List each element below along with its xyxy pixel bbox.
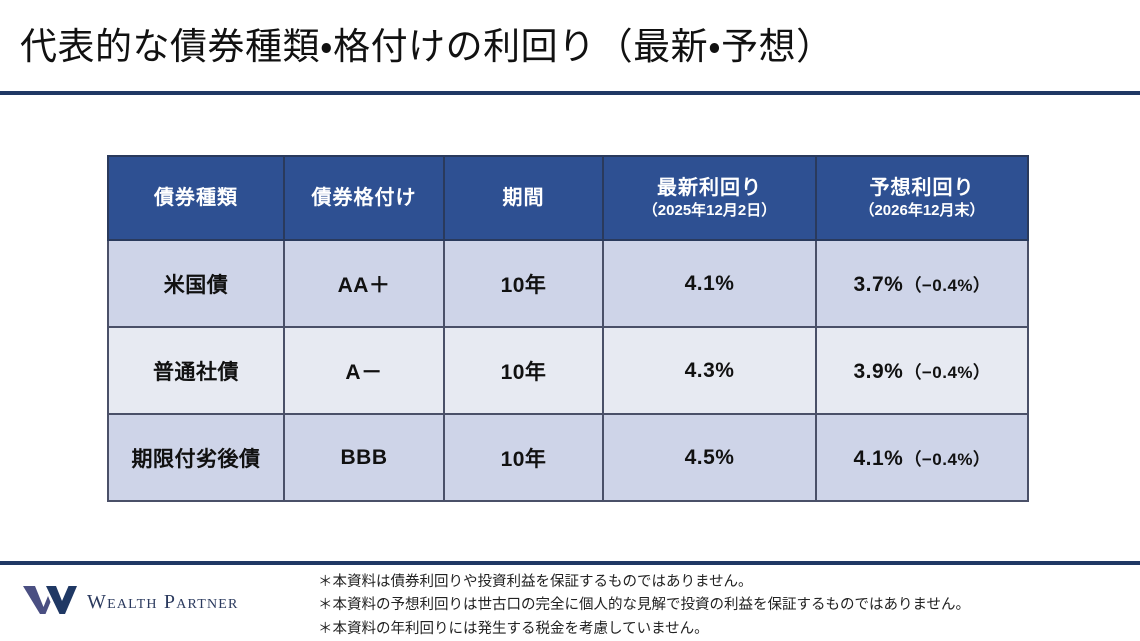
slide-footer: Wealth Partner ＊本資料は債券利回りや投資利益を保証するものではあ… — [0, 565, 1140, 641]
disclaimer-line: ＊本資料の年利回りには発生する税金を考慮していません。 — [318, 620, 709, 637]
cell-latest-yield: 4.5% — [602, 413, 817, 502]
page-title: 代表的な債券種類・格付けの利回り（最新・予想） — [20, 25, 834, 68]
forecast-yield-value: 3.7% — [853, 272, 904, 296]
cell-bond-type: 期限付劣後債 — [107, 413, 285, 502]
cell-forecast-yield: 3.7%（−0.4%） — [815, 239, 1029, 328]
cell-term: 10年 — [443, 239, 604, 328]
cell-rating: AA＋ — [283, 239, 445, 328]
cell-forecast-yield: 4.1%（−0.4%） — [815, 413, 1029, 502]
wealth-partner-w-icon — [22, 583, 78, 622]
cell-bond-type: 普通社債 — [107, 326, 285, 415]
column-header-latest-yield-label: 最新利回り — [657, 176, 762, 199]
cell-latest-yield: 4.3% — [602, 326, 817, 415]
table-header: 債券種類 債券格付け 期間 最新利回り （2025年12月2日） 予想利回り （… — [107, 155, 1029, 241]
table-header-row: 債券種類 債券格付け 期間 最新利回り （2025年12月2日） 予想利回り （… — [107, 155, 1029, 241]
forecast-yield-value: 3.9% — [853, 359, 904, 383]
forecast-yield-delta: （−0.4%） — [904, 362, 991, 382]
column-header-term: 期間 — [443, 155, 604, 241]
table-row: 米国債 AA＋ 10年 4.1% 3.7%（−0.4%） — [107, 239, 1029, 328]
table-body: 米国債 AA＋ 10年 4.1% 3.7%（−0.4%） 普通社債 A－ 10年… — [107, 239, 1029, 502]
cell-rating: A－ — [283, 326, 445, 415]
cell-term: 10年 — [443, 413, 604, 502]
column-header-latest-yield: 最新利回り （2025年12月2日） — [602, 155, 817, 241]
disclaimer-line: ＊本資料は債券利回りや投資利益を保証するものではありません。 — [318, 574, 753, 590]
cell-rating: BBB — [283, 413, 445, 502]
footer-divider — [0, 561, 1140, 565]
forecast-yield-delta: （−0.4%） — [904, 275, 991, 295]
cell-latest-yield: 4.1% — [602, 239, 817, 328]
bond-yield-table: 債券種類 債券格付け 期間 最新利回り （2025年12月2日） 予想利回り （… — [107, 155, 1029, 502]
table-row: 期限付劣後債 BBB 10年 4.5% 4.1%（−0.4%） — [107, 413, 1029, 502]
table-row: 普通社債 A－ 10年 4.3% 3.9%（−0.4%） — [107, 326, 1029, 415]
disclaimer-notes: ＊本資料は債券利回りや投資利益を保証するものではありません。 ＊本資料の予想利回… — [318, 571, 970, 641]
column-header-bond-type: 債券種類 — [107, 155, 285, 241]
column-header-latest-yield-date: （2025年12月2日） — [642, 201, 777, 219]
cell-bond-type: 米国債 — [107, 239, 285, 328]
cell-term: 10年 — [443, 326, 604, 415]
forecast-yield-delta: （−0.4%） — [904, 449, 991, 469]
forecast-yield-value: 4.1% — [853, 446, 904, 470]
header-divider — [0, 91, 1140, 95]
cell-forecast-yield: 3.9%（−0.4%） — [815, 326, 1029, 415]
column-header-rating-label: 債券格付け — [311, 186, 417, 209]
column-header-rating: 債券格付け — [283, 155, 445, 241]
brand-logo: Wealth Partner — [22, 583, 239, 622]
column-header-forecast-yield: 予想利回り （2026年12月末） — [815, 155, 1029, 241]
column-header-forecast-yield-label: 予想利回り — [869, 176, 975, 199]
column-header-forecast-yield-date: （2026年12月末） — [859, 201, 985, 219]
column-header-term-label: 期間 — [502, 186, 545, 209]
slide-header: 代表的な債券種類・格付けの利回り（最新・予想） — [0, 0, 1140, 95]
column-header-bond-type-label: 債券種類 — [154, 186, 238, 209]
disclaimer-line: ＊本資料の予想利回りは世古口の完全に個人的な見解で投資の利益を保証するものではあ… — [318, 597, 971, 614]
brand-name-label: Wealth Partner — [87, 591, 239, 613]
